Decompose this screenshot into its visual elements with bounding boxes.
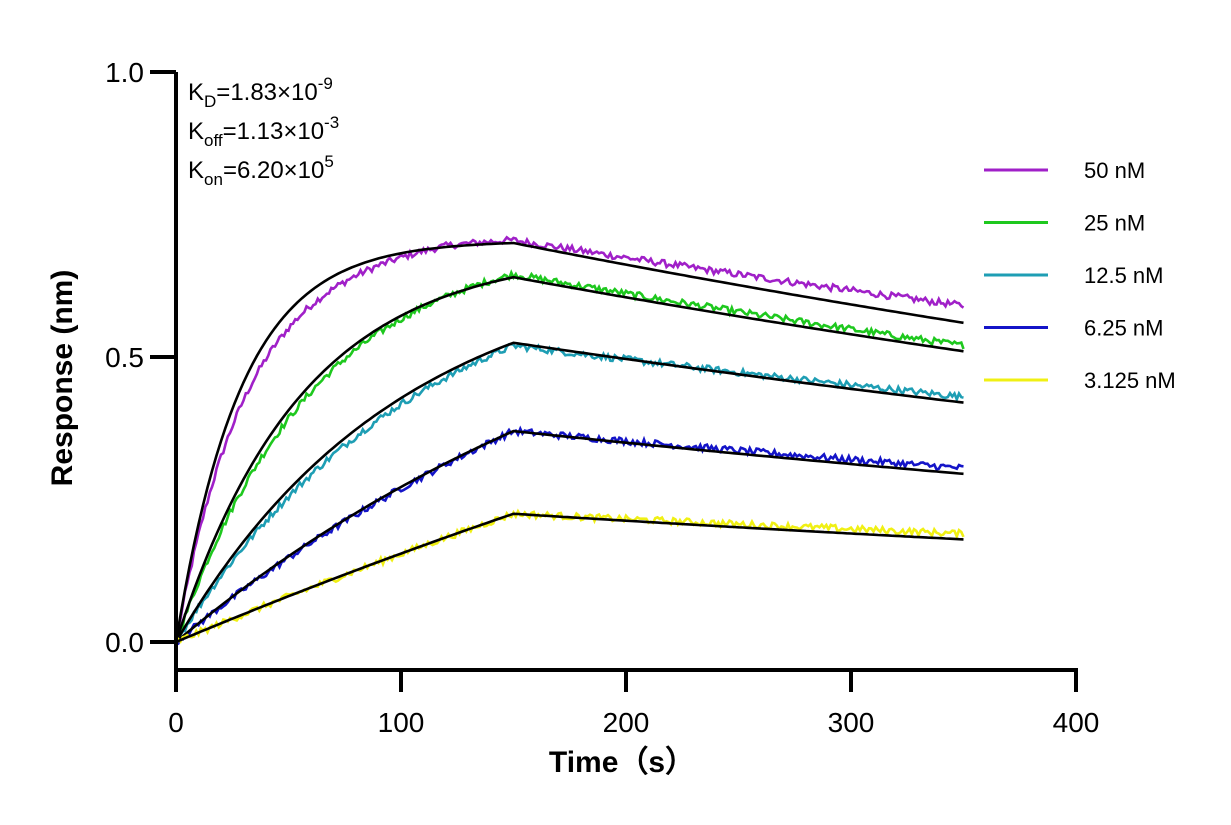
legend-label: 25 nM: [1084, 211, 1145, 236]
series-trace-12-5-nM: [174, 342, 964, 646]
legend-label: 50 nM: [1084, 158, 1145, 183]
x-tick-label: 400: [1053, 707, 1100, 738]
fit-curve-6-25-nM: [175, 429, 964, 643]
kinetic-name: K: [188, 79, 204, 106]
legend-label: 6.25 nM: [1084, 316, 1164, 341]
kinetic-value: =6.20×10: [223, 157, 324, 184]
x-tick-label: 0: [168, 707, 184, 738]
kinetic-name: K: [188, 157, 204, 184]
plot-area: [174, 235, 965, 647]
kinetic-exp: -9: [318, 74, 333, 93]
y-tick-label: 0.5: [105, 342, 144, 373]
kinetic-sub: on: [204, 170, 223, 189]
kinetic-sub: D: [204, 92, 216, 111]
kinetic-value: =1.83×10: [216, 79, 317, 106]
x-tick-label: 300: [828, 707, 875, 738]
kinetic-line: Kon=6.20×105: [188, 152, 334, 189]
kinetic-value: =1.13×10: [223, 118, 324, 145]
x-tick-label: 200: [603, 707, 650, 738]
y-tick-label: 0.0: [105, 627, 144, 658]
y-axis-title: Response (nm): [46, 270, 79, 487]
series-trace-50-nM: [174, 235, 965, 646]
kinetic-line: KD=1.83×10-9: [188, 74, 333, 111]
legend-label: 3.125 nM: [1084, 368, 1176, 393]
kinetic-sub: off: [204, 131, 223, 150]
fit-curve-3-125-nM: [175, 512, 964, 644]
series-trace-6-25-nM: [175, 425, 964, 647]
kinetic-exp: 5: [324, 152, 333, 171]
legend: 50 nM 25 nM 12.5 nM 6.25 nM 3.125 nM: [984, 158, 1176, 393]
fit-curve-50-nM: [174, 241, 964, 643]
kinetic-name: K: [188, 118, 204, 145]
kinetic-exp: -3: [324, 113, 339, 132]
y-tick-label: 1.0: [105, 57, 144, 88]
series-trace-3-125-nM: [174, 508, 965, 646]
axes: 0 100 200 300 400 0.0 0.5 1.0: [105, 57, 1099, 738]
fit-curve-25-nM: [174, 275, 964, 643]
fit-curve-12-5-nM: [174, 341, 964, 643]
x-axis-title: Time（s）: [549, 745, 695, 779]
series-trace-25-nM: [174, 269, 965, 646]
kinetic-line: Koff=1.13×10-3: [188, 113, 339, 150]
legend-label: 12.5 nM: [1084, 263, 1164, 288]
x-tick-label: 100: [378, 707, 425, 738]
